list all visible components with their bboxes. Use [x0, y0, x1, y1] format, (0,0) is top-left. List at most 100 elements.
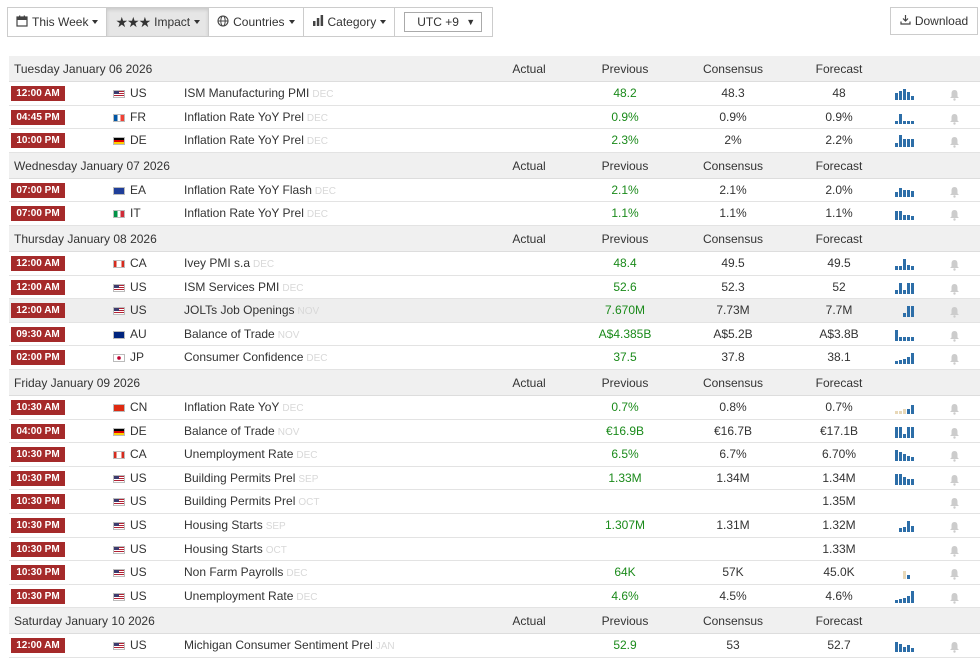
bell-icon[interactable] [949, 351, 960, 374]
event-name-link[interactable]: ISM Manufacturing PMI DEC [184, 82, 334, 105]
event-consensus[interactable]: 1.31M [716, 517, 750, 532]
mini-chart-icon[interactable] [895, 111, 917, 124]
mini-chart-icon[interactable] [895, 351, 917, 365]
week-filter-button[interactable]: This Week [8, 8, 108, 36]
event-row[interactable]: 12:00 AM US ISM Manufacturing PMI DEC 48.2 48… [9, 82, 980, 106]
event-name-link[interactable]: Inflation Rate YoY Prel DEC [184, 202, 328, 225]
event-name-link[interactable]: Inflation Rate YoY DEC [184, 396, 304, 419]
event-row[interactable]: 09:30 AM AU Balance of Trade NOV A$4.385B A$5… [9, 322, 980, 347]
event-row[interactable]: 10:00 PM DE Inflation Rate YoY Prel DEC 2.3%… [9, 129, 980, 153]
mini-chart-icon[interactable] [895, 134, 917, 148]
event-consensus[interactable]: 6.7% [719, 447, 747, 462]
mini-chart-icon[interactable] [895, 566, 917, 580]
bell-icon[interactable] [949, 590, 960, 613]
event-name-link[interactable]: JOLTs Job Openings NOV [184, 299, 319, 322]
event-name-link[interactable]: Ivey PMI s.a DEC [184, 252, 274, 275]
event-row[interactable]: 10:30 PM CA Unemployment Rate DEC 6.5% 6.7% 6.… [9, 443, 980, 467]
event-row[interactable]: 07:00 PM EA Inflation Rate YoY Flash DEC 2.1… [9, 178, 980, 203]
event-name-link[interactable]: Building Permits Prel SEP [184, 467, 318, 490]
bell-icon[interactable] [949, 87, 960, 110]
event-row[interactable]: 07:00 PM IT Inflation Rate YoY Prel DEC 1.1%… [9, 202, 980, 226]
bell-icon[interactable] [949, 566, 960, 589]
event-consensus[interactable]: 48.3 [721, 86, 745, 100]
event-consensus[interactable]: 37.8 [721, 350, 745, 365]
event-name-link[interactable]: Inflation Rate YoY Flash DEC [184, 179, 336, 202]
bell-icon[interactable] [949, 495, 960, 518]
event-row[interactable]: 10:30 AM CN Inflation Rate YoY DEC 0.7% 0.8% 0… [9, 395, 980, 420]
event-consensus[interactable]: 1.1% [719, 206, 747, 221]
event-name-link[interactable]: Unemployment Rate DEC [184, 585, 318, 608]
bell-icon[interactable] [949, 519, 960, 542]
event-row[interactable]: 12:00 AM CA Ivey PMI s.a DEC 48.4 49.5 49.5 [9, 251, 980, 276]
bell-icon[interactable] [949, 257, 960, 280]
event-row[interactable]: 10:30 PM US Housing Starts OCT 1.33M [9, 537, 980, 562]
event-consensus[interactable]: 7.73M [716, 303, 750, 318]
event-row[interactable]: 10:30 PM US Housing Starts SEP 1.307M 1.31M 1.… [9, 513, 980, 538]
bell-icon[interactable] [949, 425, 960, 448]
mini-chart-icon[interactable] [895, 543, 917, 556]
event-consensus[interactable]: 53 [726, 638, 740, 653]
bell-icon[interactable] [949, 543, 960, 566]
mini-chart-icon[interactable] [895, 519, 917, 532]
mini-chart-icon[interactable] [895, 472, 917, 485]
event-name-link[interactable]: Housing Starts SEP [184, 514, 286, 537]
event-row[interactable]: 10:30 PM US Non Farm Payrolls DEC 64K 57K 45.0… [9, 561, 980, 585]
mini-chart-icon[interactable] [895, 425, 917, 438]
mini-chart-icon[interactable] [895, 639, 917, 653]
event-name-link[interactable]: Balance of Trade NOV [184, 420, 299, 443]
bell-icon[interactable] [949, 639, 960, 662]
mini-chart-icon[interactable] [895, 87, 917, 100]
event-consensus[interactable]: 4.5% [719, 588, 747, 603]
mini-chart-icon[interactable] [895, 590, 917, 603]
event-name-link[interactable]: Consumer Confidence DEC [184, 346, 328, 369]
mini-chart-icon[interactable] [895, 207, 917, 221]
bell-icon[interactable] [949, 472, 960, 495]
event-name-link[interactable]: Unemployment Rate DEC [184, 443, 318, 466]
mini-chart-icon[interactable] [895, 281, 917, 294]
mini-chart-icon[interactable] [895, 495, 917, 508]
mini-chart-icon[interactable] [895, 401, 917, 414]
event-consensus[interactable]: 0.9% [719, 109, 747, 124]
event-name-link[interactable]: Non Farm Payrolls DEC [184, 561, 307, 584]
event-row[interactable]: 10:30 PM US Building Permits Prel SEP 1.33M 1… [9, 466, 980, 491]
impact-filter-button[interactable]: ★★★ Impact [107, 8, 210, 36]
bell-icon[interactable] [949, 448, 960, 471]
bell-icon[interactable] [949, 134, 960, 157]
event-consensus[interactable]: 2% [724, 133, 742, 148]
event-name-link[interactable]: Inflation Rate YoY Prel DEC [184, 106, 328, 129]
event-consensus[interactable]: 2.1% [719, 182, 747, 197]
bell-icon[interactable] [949, 111, 960, 134]
event-name-link[interactable]: Building Permits Prel OCT [184, 490, 319, 513]
event-row[interactable]: 02:00 PM JP Consumer Confidence DEC 37.5 37.8… [9, 346, 980, 370]
event-row[interactable]: 04:45 PM FR Inflation Rate YoY Prel DEC 0.9%… [9, 105, 980, 130]
bell-icon[interactable] [949, 401, 960, 424]
event-name-link[interactable]: Housing Starts OCT [184, 538, 287, 561]
event-consensus[interactable] [683, 538, 783, 561]
event-consensus[interactable]: 0.8% [719, 399, 747, 414]
event-row[interactable]: 12:00 AM US ISM Services PMI DEC 52.6 52.3 52 [9, 275, 980, 300]
event-name-link[interactable]: Michigan Consumer Sentiment Prel JAN [184, 634, 395, 657]
countries-filter-button[interactable]: Countries [209, 8, 304, 36]
event-row[interactable]: 12:00 AM US Michigan Consumer Sentiment Pr… [9, 634, 980, 658]
bell-icon[interactable] [949, 184, 960, 207]
event-name-link[interactable]: ISM Services PMI DEC [184, 276, 303, 299]
timezone-select[interactable]: UTC +9 ▼ [404, 12, 483, 32]
event-consensus[interactable]: 52.3 [721, 279, 745, 294]
mini-chart-icon[interactable] [895, 328, 917, 341]
bell-icon[interactable] [949, 304, 960, 327]
event-consensus[interactable]: 49.5 [721, 255, 745, 270]
event-consensus[interactable]: €16.7B [713, 423, 753, 438]
event-consensus[interactable] [683, 490, 783, 513]
bell-icon[interactable] [949, 328, 960, 351]
event-row[interactable]: 10:30 PM US Unemployment Rate DEC 4.6% 4.5% 4.… [9, 584, 980, 609]
event-row[interactable]: 10:30 PM US Building Permits Prel OCT 1.35M [9, 490, 980, 514]
event-consensus[interactable]: 1.34M [716, 470, 750, 485]
mini-chart-icon[interactable] [895, 257, 917, 270]
bell-icon[interactable] [949, 207, 960, 230]
event-name-link[interactable]: Balance of Trade NOV [184, 323, 299, 346]
event-row[interactable]: 12:00 AM US JOLTs Job Openings NOV 7.670M 7.7… [9, 299, 980, 323]
mini-chart-icon[interactable] [895, 184, 917, 197]
event-consensus[interactable]: 57K [722, 565, 744, 580]
download-button[interactable]: Download [890, 7, 978, 35]
bell-icon[interactable] [949, 281, 960, 304]
